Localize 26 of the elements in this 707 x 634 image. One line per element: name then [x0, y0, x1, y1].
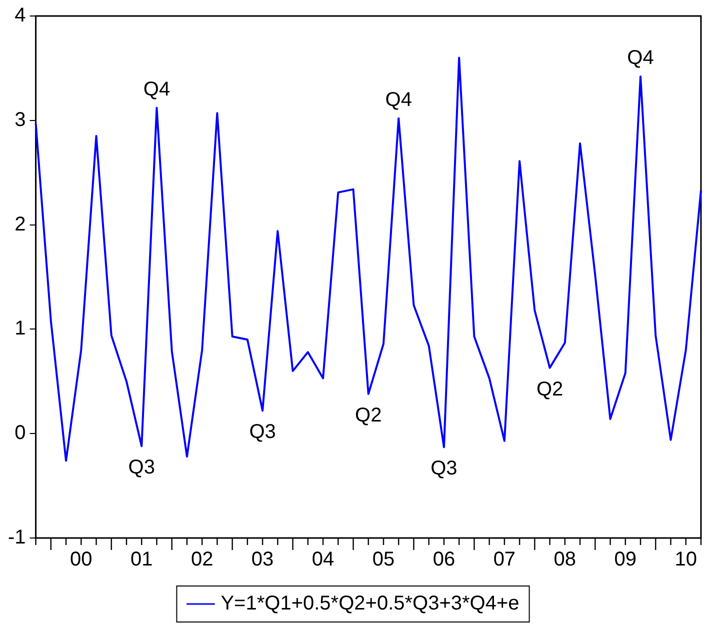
x-tick-label: 03 [251, 548, 274, 571]
x-tick-label: 05 [372, 548, 395, 571]
x-tick-label: 02 [190, 548, 214, 571]
annotation: Q3 [128, 456, 155, 479]
x-tick-label: 07 [493, 548, 516, 571]
y-tick-label: 4 [14, 4, 26, 27]
legend-label: Y=1*Q1+0.5*Q2+0.5*Q3+3*Q4+e [220, 592, 520, 615]
annotation: Q4 [385, 88, 412, 111]
y-tick-label: 1 [14, 318, 26, 340]
x-tick-label: 00 [70, 548, 92, 571]
x-tick-label: 10 [674, 548, 697, 571]
y-tick-label: 3 [14, 108, 26, 131]
y-tick-label: 0 [14, 422, 26, 444]
annotation: Q4 [143, 78, 170, 100]
annotation: Q4 [627, 47, 654, 70]
x-tick-label: 06 [432, 548, 456, 571]
annotation: Q2 [536, 378, 564, 400]
annotation: Q3 [249, 421, 276, 444]
x-tick-label: 08 [554, 548, 576, 571]
x-tick-label: 04 [312, 548, 334, 571]
annotation: Q3 [430, 458, 458, 480]
y-tick-label: -1 [8, 526, 26, 549]
y-tick-label: 2 [14, 213, 26, 236]
annotation: Q2 [355, 404, 382, 426]
x-tick-label: 01 [130, 548, 153, 571]
x-tick-label: 09 [614, 548, 637, 571]
